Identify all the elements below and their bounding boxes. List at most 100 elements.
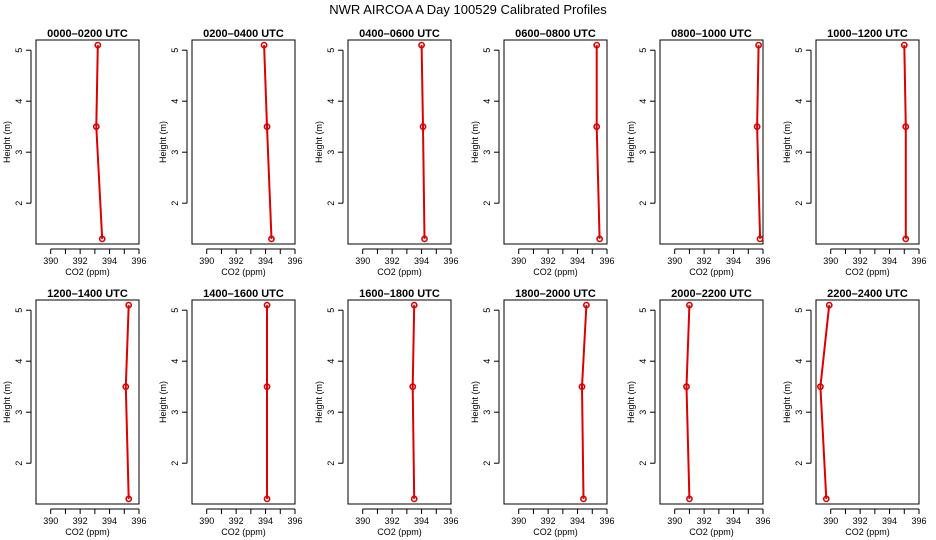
panel-title: 0800–1000 UTC [671, 28, 752, 40]
x-tick-label: 392 [73, 516, 88, 526]
x-tick-label: 392 [385, 516, 400, 526]
co2-profile-line [903, 45, 907, 239]
y-axis-label: Height (m) [314, 121, 324, 163]
plot-frame [347, 39, 452, 245]
plot-frame [659, 299, 764, 505]
profile-panel: 0000–0200 UTC 390 392 394 396 CO2 (ppm) 2 3 4 5 He… [2, 28, 147, 277]
co2-profile-line [580, 305, 588, 499]
x-axis-label: CO2 (ppm) [845, 527, 890, 537]
y-tick-label: 4 [170, 99, 180, 104]
co2-data-point [683, 383, 690, 391]
x-axis-label: CO2 (ppm) [377, 527, 422, 537]
x-tick-label: 392 [853, 516, 868, 526]
y-tick-label: 5 [638, 308, 648, 313]
plot-frame [35, 299, 140, 505]
profile-panel: 0200–0400 UTC 390 392 394 396 CO2 (ppm) 2 3 4 5 He… [158, 28, 303, 277]
y-tick-label: 2 [170, 461, 180, 466]
x-axis-label: CO2 (ppm) [221, 267, 266, 277]
y-tick-label: 4 [794, 359, 804, 364]
y-axis-label: Height (m) [158, 121, 168, 163]
co2-data-point [753, 123, 761, 131]
co2-data-point [583, 301, 590, 309]
y-tick-label: 3 [170, 410, 180, 415]
x-tick-label: 392 [853, 256, 868, 266]
y-tick-label: 3 [482, 150, 492, 155]
co2-data-point [409, 383, 417, 391]
x-axis-label: CO2 (ppm) [65, 267, 110, 277]
y-tick-label: 4 [638, 359, 648, 364]
y-axis-label: Height (m) [626, 121, 636, 163]
co2-data-point [263, 123, 271, 131]
plot-frame [35, 39, 140, 245]
co2-data-point [268, 235, 275, 243]
x-tick-label: 390 [823, 256, 838, 266]
co2-data-point [596, 235, 604, 243]
x-tick-label: 394 [102, 256, 117, 266]
y-tick-label: 3 [326, 410, 336, 415]
y-tick-label: 4 [14, 99, 24, 104]
y-tick-label: 2 [482, 461, 492, 466]
y-tick-label: 3 [14, 150, 24, 155]
y-tick-label: 3 [638, 150, 648, 155]
x-tick-label: 390 [511, 516, 526, 526]
y-tick-label: 3 [326, 150, 336, 155]
plot-frame [503, 299, 608, 505]
panel-title: 2000–2200 UTC [671, 288, 752, 300]
y-tick-label: 5 [326, 48, 336, 53]
y-tick-label: 5 [794, 48, 804, 53]
y-axis-label: Height (m) [782, 121, 792, 163]
co2-data-point [593, 123, 601, 131]
profile-panel: 0600–0800 UTC 390 392 394 396 CO2 (ppm) 2 3 4 5 He… [470, 28, 615, 277]
co2-data-point [902, 235, 910, 243]
profile-panel: 2200–2400 UTC 390 392 394 396 CO2 (ppm) 2 3 4 5 He… [782, 288, 927, 537]
y-tick-label: 3 [482, 410, 492, 415]
panel-grid: 0000–0200 UTC 390 392 394 396 CO2 (ppm) 2 3 4 5 He… [2, 28, 927, 537]
profile-panel: 1400–1600 UTC 390 392 394 396 CO2 (ppm) 2 3 4 5 He… [158, 288, 303, 537]
co2-data-point [755, 41, 762, 49]
plot-frame [503, 39, 608, 245]
x-tick-label: 392 [697, 256, 712, 266]
x-tick-label: 390 [667, 256, 682, 266]
co2-profile-line [595, 45, 601, 239]
x-tick-label: 396 [599, 256, 614, 266]
x-tick-label: 394 [726, 516, 741, 526]
y-axis-label: Height (m) [2, 121, 12, 163]
profile-panel: 2000–2200 UTC 390 392 394 396 CO2 (ppm) 2 3 4 5 He… [626, 288, 771, 537]
figure-title: NWR AIRCOA A Day 100529 Calibrated Profi… [329, 2, 607, 17]
profile-panel: 0400–0600 UTC 390 392 394 396 CO2 (ppm) 2 3 4 5 He… [314, 28, 459, 277]
plot-frame [659, 39, 764, 245]
y-tick-label: 2 [794, 461, 804, 466]
panel-title: 1800–2000 UTC [515, 288, 596, 300]
x-tick-label: 396 [599, 516, 614, 526]
x-tick-label: 396 [443, 516, 458, 526]
y-tick-label: 5 [14, 48, 24, 53]
co2-data-point [122, 383, 130, 391]
profile-panel: 0800–1000 UTC 390 392 394 396 CO2 (ppm) 2 3 4 5 He… [626, 28, 771, 277]
x-tick-label: 396 [131, 516, 146, 526]
y-tick-label: 4 [14, 359, 24, 364]
x-tick-label: 394 [570, 516, 585, 526]
x-tick-label: 390 [355, 516, 370, 526]
co2-data-point [98, 235, 106, 243]
profile-panel: 1600–1800 UTC 390 392 394 396 CO2 (ppm) 2 3 4 5 He… [314, 288, 459, 537]
x-tick-label: 396 [911, 516, 926, 526]
y-tick-label: 3 [170, 150, 180, 155]
co2-data-point [686, 495, 693, 503]
panel-title: 1600–1800 UTC [359, 288, 440, 300]
profile-panel: 1200–1400 UTC 390 392 394 396 CO2 (ppm) 2 3 4 5 He… [2, 288, 147, 537]
y-axis-label: Height (m) [470, 381, 480, 423]
profile-panel: 1800–2000 UTC 390 392 394 396 CO2 (ppm) 2 3 4 5 He… [470, 288, 615, 537]
y-tick-label: 2 [794, 201, 804, 206]
co2-data-point [419, 123, 427, 131]
y-tick-label: 5 [170, 48, 180, 53]
y-axis-label: Height (m) [782, 381, 792, 423]
y-tick-label: 2 [170, 201, 180, 206]
co2-data-point [756, 235, 764, 243]
x-tick-label: 394 [414, 516, 429, 526]
x-axis-label: CO2 (ppm) [689, 527, 734, 537]
co2-data-point [825, 301, 833, 309]
panel-title: 0000–0200 UTC [47, 28, 128, 40]
co2-data-point [822, 495, 830, 503]
x-tick-label: 396 [287, 256, 302, 266]
co2-data-point [125, 495, 133, 503]
